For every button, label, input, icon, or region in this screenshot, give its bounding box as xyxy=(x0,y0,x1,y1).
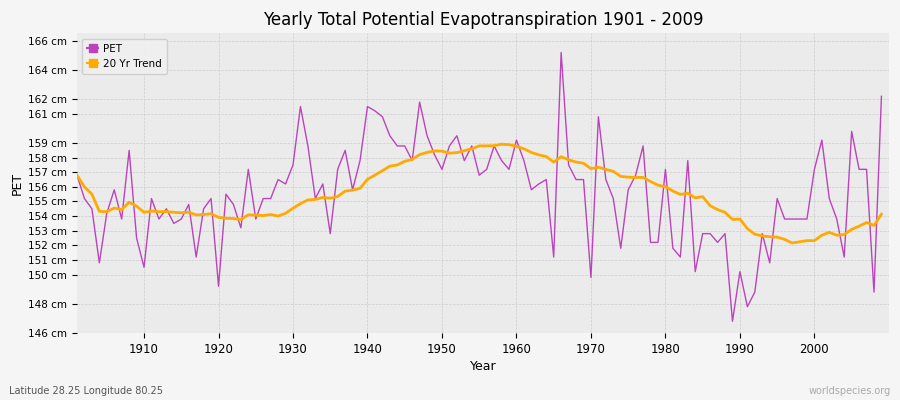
Text: worldspecies.org: worldspecies.org xyxy=(809,386,891,396)
X-axis label: Year: Year xyxy=(470,360,496,373)
Legend: PET, 20 Yr Trend: PET, 20 Yr Trend xyxy=(82,39,167,74)
Text: Latitude 28.25 Longitude 80.25: Latitude 28.25 Longitude 80.25 xyxy=(9,386,163,396)
Title: Yearly Total Potential Evapotranspiration 1901 - 2009: Yearly Total Potential Evapotranspiratio… xyxy=(263,11,703,29)
Y-axis label: PET: PET xyxy=(11,172,24,195)
